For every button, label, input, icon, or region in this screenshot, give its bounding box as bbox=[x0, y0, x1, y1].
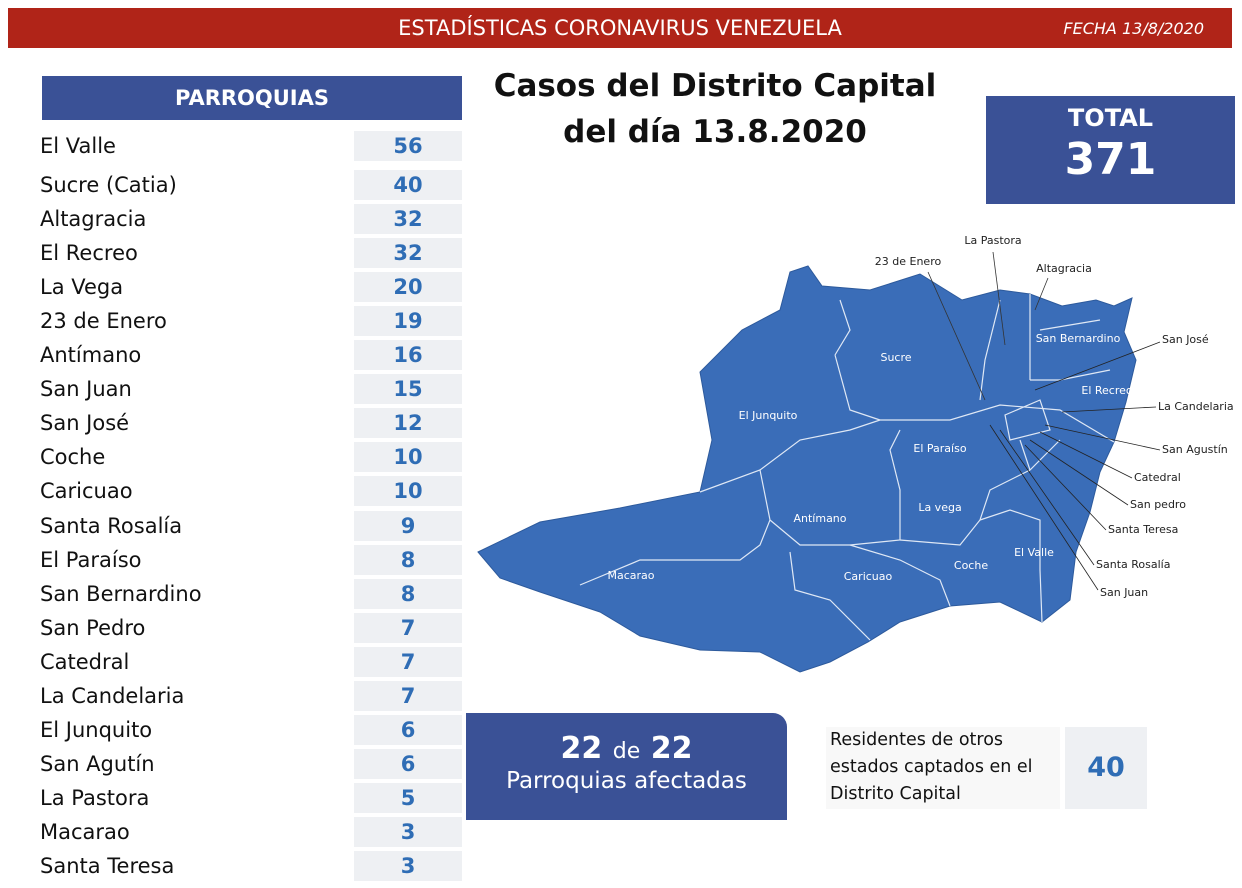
leader-line bbox=[1034, 277, 1049, 311]
row-name: Santa Teresa bbox=[40, 854, 175, 878]
map-label: San Bernardino bbox=[1036, 332, 1121, 345]
row-name: San Juan bbox=[40, 377, 132, 402]
row-name: El Junquito bbox=[40, 717, 153, 742]
leader-line bbox=[989, 424, 1099, 591]
row-name: La Candelaria bbox=[40, 683, 185, 708]
row-value: 15 bbox=[354, 374, 462, 405]
map-label: Santa Rosalía bbox=[1096, 558, 1170, 571]
affected-box: 22 de 22 Parroquias afectadas bbox=[466, 713, 787, 820]
row-value: 7 bbox=[354, 612, 462, 643]
row-value: 8 bbox=[354, 544, 462, 575]
row-value: 40 bbox=[354, 170, 462, 200]
row-name: El Recreo bbox=[40, 241, 138, 266]
affected-count: 22 bbox=[560, 731, 603, 766]
row-name: San Pedro bbox=[40, 615, 146, 640]
title: Casos del Distrito Capital bbox=[493, 68, 937, 104]
row-name: La Pastora bbox=[40, 785, 150, 810]
map-label: Altagracia bbox=[1036, 262, 1092, 275]
row-value: 32 bbox=[354, 204, 462, 235]
row-value: 32 bbox=[354, 238, 462, 269]
row-value: 7 bbox=[354, 680, 462, 711]
total-label: TOTAL bbox=[1067, 104, 1154, 132]
residents-value: 40 bbox=[1065, 727, 1147, 809]
map-label: Sucre bbox=[880, 351, 911, 364]
map-label: Coche bbox=[954, 559, 988, 572]
map-label: Santa Teresa bbox=[1108, 523, 1178, 536]
map-label: El Junquito bbox=[739, 409, 798, 422]
map-label: 23 de Enero bbox=[875, 255, 942, 268]
row-value: 9 bbox=[354, 510, 462, 541]
row-name: Macarao bbox=[40, 819, 130, 844]
map-label: La vega bbox=[918, 501, 961, 514]
affected-label: Parroquias afectadas bbox=[506, 768, 747, 794]
row-value: 6 bbox=[354, 714, 462, 745]
row-value: 6 bbox=[354, 748, 462, 779]
total-box: TOTAL 371 bbox=[986, 96, 1235, 204]
row-name: San Agutín bbox=[40, 751, 155, 776]
row-value: 16 bbox=[354, 340, 462, 371]
row-name: Altagracia bbox=[40, 207, 147, 232]
total-value: 371 bbox=[1064, 134, 1157, 185]
affected-connector: de bbox=[612, 739, 641, 764]
leader-line bbox=[1029, 439, 1129, 506]
row-name: El Valle bbox=[40, 134, 116, 158]
map-label: San Juan bbox=[1100, 586, 1148, 599]
row-value: 3 bbox=[354, 816, 462, 847]
leader-line bbox=[1024, 444, 1107, 531]
row-value: 19 bbox=[354, 306, 462, 337]
row-value: 10 bbox=[354, 476, 462, 507]
title: del día 13.8.2020 bbox=[563, 114, 867, 150]
leader-line bbox=[999, 429, 1095, 566]
leader-line bbox=[1044, 424, 1161, 451]
row-value: 12 bbox=[354, 408, 462, 439]
leader-line bbox=[1061, 406, 1157, 413]
row-name: Santa Rosalía bbox=[40, 513, 183, 538]
row-name: Caricuao bbox=[40, 479, 133, 504]
row-name: El Paraíso bbox=[40, 547, 142, 572]
affected-count-line: 22 de 22 bbox=[466, 731, 787, 766]
header-bar: ESTADÍSTICAS CORONAVIRUS VENEZUELA FECHA… bbox=[8, 8, 1232, 48]
row-value: 5 bbox=[354, 782, 462, 813]
row-value: 20 bbox=[354, 272, 462, 303]
row-name: 23 de Enero bbox=[40, 309, 167, 334]
affected-total: 22 bbox=[650, 731, 693, 766]
map-label: San Agustín bbox=[1162, 443, 1228, 456]
header-title: ESTADÍSTICAS CORONAVIRUS VENEZUELA bbox=[398, 16, 842, 40]
row-value: 7 bbox=[354, 646, 462, 677]
row-name: San José bbox=[40, 411, 130, 436]
header-date: FECHA 13/8/2020 bbox=[1063, 19, 1204, 38]
leader-line bbox=[927, 271, 986, 401]
row-name: Coche bbox=[40, 445, 106, 470]
map-borders bbox=[579, 294, 1115, 641]
map-label: El Paraíso bbox=[913, 442, 966, 455]
row-value: 10 bbox=[354, 442, 462, 473]
row-name: La Vega bbox=[40, 275, 124, 300]
row-name: Sucre (Catia) bbox=[40, 173, 177, 197]
map-label: Macarao bbox=[607, 569, 654, 582]
map-label: San pedro bbox=[1130, 498, 1186, 511]
row-name: San Bernardino bbox=[40, 581, 202, 606]
residents-text: Residentes de otros estados captados en … bbox=[826, 727, 1060, 809]
map-label: San José bbox=[1162, 333, 1209, 346]
row-name: Antímano bbox=[40, 343, 142, 368]
row-value: 3 bbox=[354, 851, 462, 881]
map-label: El Recreo bbox=[1081, 384, 1133, 397]
leader-line bbox=[1039, 431, 1133, 479]
leader-line bbox=[992, 251, 1006, 346]
row-value: 8 bbox=[354, 578, 462, 609]
row-name: Catedral bbox=[40, 649, 130, 674]
map-label: La Pastora bbox=[964, 234, 1021, 247]
row-value: 56 bbox=[354, 131, 462, 161]
leader-line bbox=[1034, 341, 1161, 391]
map-label: Catedral bbox=[1134, 471, 1181, 484]
map-label: Caricuao bbox=[844, 570, 893, 583]
table-header: PARROQUIAS bbox=[42, 76, 462, 120]
map-label: Antímano bbox=[793, 512, 846, 525]
map-label: El Valle bbox=[1014, 546, 1054, 559]
map-shape bbox=[477, 265, 1137, 673]
map-label: La Candelaria bbox=[1158, 400, 1234, 413]
